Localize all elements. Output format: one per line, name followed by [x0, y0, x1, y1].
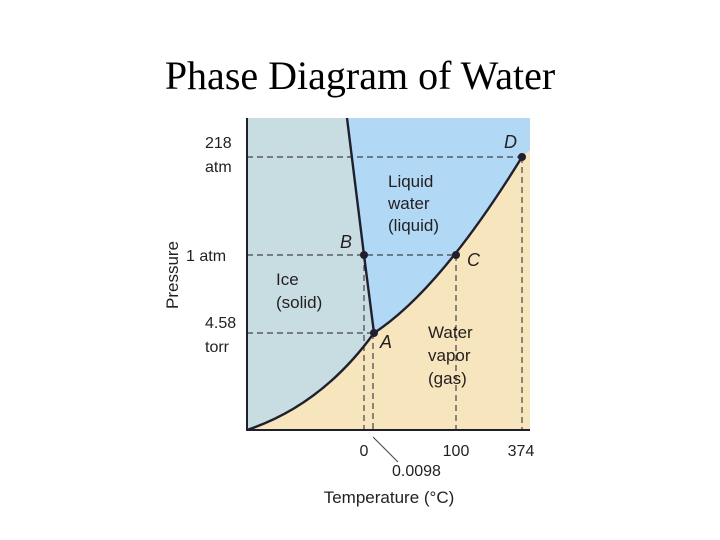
point-D-label: D — [504, 132, 517, 152]
point-D-marker — [518, 153, 526, 161]
point-A-marker — [370, 329, 378, 337]
y-tick-458-bottom: torr — [205, 339, 230, 356]
liquid-label-1: Liquid — [388, 172, 433, 191]
liquid-label-3: (liquid) — [388, 216, 439, 235]
solid-label-2: (solid) — [276, 293, 322, 312]
x-tick-0: 0 — [360, 443, 369, 460]
x-axis-label: Temperature (°C) — [324, 488, 455, 507]
guide-lines — [247, 156, 523, 430]
gas-label-2: vapor — [428, 346, 471, 365]
gas-region — [247, 150, 530, 430]
liquid-region — [347, 118, 530, 333]
sublimation-curve — [246, 332, 375, 432]
gas-label-3: (gas) — [428, 369, 467, 388]
y-tick-218-top: 218 — [205, 135, 232, 152]
tick-0.0098-leader — [372, 436, 399, 463]
point-B-marker — [360, 251, 368, 259]
x-tick-374: 374 — [508, 443, 535, 460]
x-tick-0.0098: 0.0098 — [392, 463, 441, 480]
x-tick-100: 100 — [443, 443, 470, 460]
point-A-label: A — [379, 332, 392, 352]
point-C-label: C — [467, 250, 481, 270]
axes — [246, 118, 530, 431]
solid-label-1: Ice — [276, 270, 299, 289]
page-title: Phase Diagram of Water — [164, 53, 556, 98]
y-tick-458-top: 4.58 — [205, 315, 236, 332]
vaporization-curve — [373, 156, 524, 335]
liquid-label-2: water — [387, 194, 430, 213]
point-B-label: B — [340, 232, 352, 252]
points — [360, 153, 526, 337]
y-tick-1atm: 1 atm — [186, 248, 226, 265]
point-C-marker — [452, 251, 460, 259]
gas-label-1: Water — [428, 323, 473, 342]
y-tick-218-bottom: atm — [205, 159, 232, 176]
y-axis-label: Pressure — [163, 241, 182, 309]
